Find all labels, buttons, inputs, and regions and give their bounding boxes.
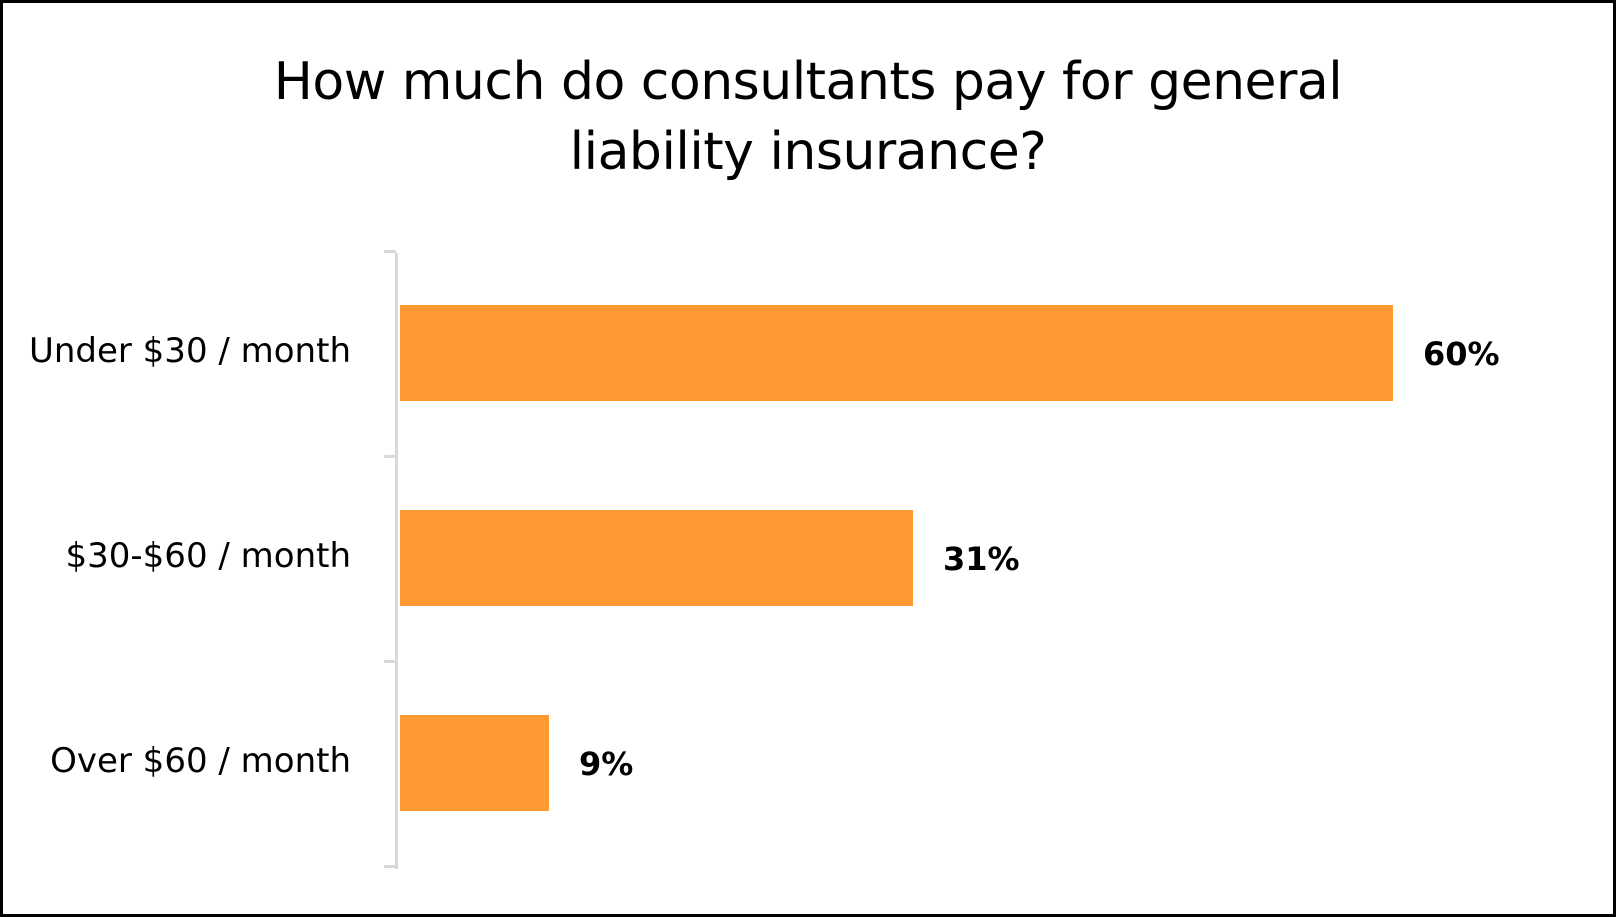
axis-tick <box>384 455 396 458</box>
chart-title-line-2: liability insurance? <box>569 122 1047 182</box>
value-label: 31% <box>943 540 1020 578</box>
axis-tick <box>384 660 396 663</box>
category-label: Under $30 / month <box>28 331 351 371</box>
bar-30-60 <box>400 510 913 606</box>
category-label: Over $60 / month <box>50 741 351 781</box>
axis-tick <box>384 865 396 868</box>
category-axis <box>395 253 398 869</box>
bar-under-30 <box>400 305 1393 401</box>
value-label: 60% <box>1423 335 1500 373</box>
chart-title: How much do consultants pay for general … <box>3 47 1613 187</box>
bar-over-60 <box>400 715 549 811</box>
category-label: $30-$60 / month <box>65 536 351 576</box>
axis-tick <box>384 250 396 253</box>
chart-title-line-1: How much do consultants pay for general <box>273 52 1343 112</box>
value-label: 9% <box>579 745 634 783</box>
